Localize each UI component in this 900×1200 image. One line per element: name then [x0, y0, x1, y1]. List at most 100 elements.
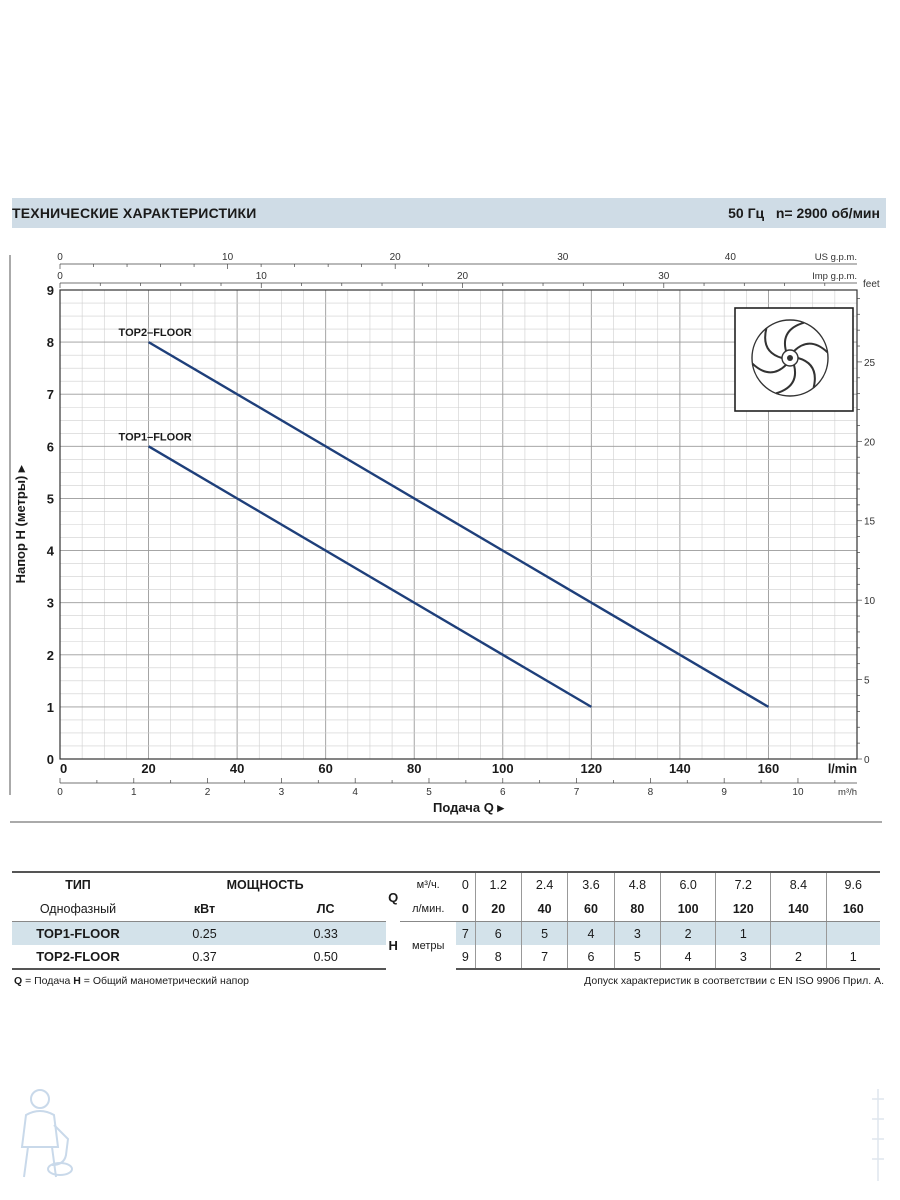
h-cell: 2	[770, 945, 826, 970]
y-tick-label: 4	[47, 544, 55, 559]
feet-tick-label: 0	[864, 755, 870, 766]
feet-tick-label: 20	[864, 437, 876, 448]
m3h-tick-label: 1	[131, 787, 137, 798]
unit-lmin: л/мин.	[400, 897, 457, 922]
h-cell: 4	[567, 921, 615, 945]
x-tick-label: 140	[669, 761, 691, 776]
spec-table: ТИП МОЩНОСТЬ Q м³/ч. 0 1.2 2.4 3.6 4.8 6…	[12, 871, 880, 970]
y-tick-label: 6	[47, 439, 54, 454]
m3h-tick-label: 0	[57, 787, 63, 798]
h-cell	[770, 921, 826, 945]
h-cell: 7	[520, 945, 568, 970]
us-gpm-tick-label: 10	[222, 252, 234, 263]
lmin-cell: 80	[613, 897, 661, 922]
plot-frame	[59, 289, 858, 760]
y-tick-label: 9	[47, 283, 54, 298]
h-cell: 1	[715, 921, 771, 945]
us-gpm-tick-label: 0	[57, 252, 63, 263]
imp-gpm-tick-label: 10	[256, 271, 268, 282]
legend-note: Q = Подача H = Общий манометрический нап…	[14, 975, 250, 987]
y-tick-label: 1	[47, 700, 54, 715]
feet-tick-label: 15	[864, 517, 876, 528]
lmin-cell: 120	[715, 897, 771, 922]
lmin-cell: 20	[474, 897, 522, 922]
h-cell: 5	[613, 945, 661, 970]
row-name: TOP1-FLOOR	[12, 921, 144, 945]
x-tick-label: 40	[230, 761, 244, 776]
x-tick-label: 20	[141, 761, 155, 776]
h-cell: 3	[715, 945, 771, 970]
m3h-tick-label: 6	[500, 787, 506, 798]
m3h-cell: 9.6	[825, 871, 880, 897]
h-cell: 7	[456, 921, 476, 945]
m3h-tick-label: 7	[574, 787, 580, 798]
x-tick-label: 100	[492, 761, 514, 776]
lmin-cell: 0	[456, 897, 476, 922]
h-cell: 5	[520, 921, 568, 945]
lmin-cell: 140	[770, 897, 826, 922]
y-tick-label: 0	[47, 752, 54, 767]
row-hp: 0.50	[265, 945, 387, 970]
h-label: H	[386, 921, 401, 969]
y-axis-title: Напор H (метры) ▸	[13, 464, 28, 583]
spec-banner: ТЕХНИЧЕСКИЕ ХАРАКТЕРИСТИКИ 50 Гц n= 2900…	[12, 198, 886, 228]
m3h-cell: 2.4	[520, 871, 568, 897]
spec-freq-speed: 50 Гц n= 2900 об/мин	[728, 205, 880, 221]
row-name: TOP2-FLOOR	[12, 945, 144, 970]
impeller-vane-icon	[797, 357, 816, 389]
m3h-tick-label: 8	[648, 787, 654, 798]
y-tick-label: 5	[47, 491, 54, 506]
tolerance-note: Допуск характеристик в соответствии с EN…	[584, 975, 884, 987]
x-tick-label: 160	[758, 761, 780, 776]
h-unit: метры	[400, 921, 457, 969]
impeller-shaft-icon	[787, 355, 793, 361]
h-cell: 1	[825, 945, 880, 970]
plumber-mascot-icon	[20, 1089, 73, 1178]
h-cell: 8	[474, 945, 522, 970]
lmin-cell: 40	[520, 897, 568, 922]
m3h-cell: 3.6	[567, 871, 615, 897]
us-gpm-unit-label: US g.p.m.	[815, 252, 857, 263]
y-tick-label: 2	[47, 648, 54, 663]
lmin-cell: 160	[825, 897, 880, 922]
col-hp: ЛС	[265, 897, 387, 922]
imp-gpm-tick-label: 30	[658, 271, 670, 282]
phase-label: Однофазный	[12, 897, 144, 922]
unit-m3h: м³/ч.	[400, 871, 457, 897]
feet-tick-label: 5	[864, 676, 870, 687]
imp-gpm-tick-label: 20	[457, 271, 469, 282]
h-cell: 2	[660, 921, 716, 945]
h-cell: 6	[474, 921, 522, 945]
feet-tick-label: 25	[864, 358, 876, 369]
series-line-2	[147, 445, 592, 708]
series-label-2: TOP1–FLOOR	[119, 431, 192, 443]
us-gpm-tick-label: 30	[557, 252, 569, 263]
m3h-tick-label: 9	[721, 787, 727, 798]
h-cell: 3	[613, 921, 661, 945]
m3h-cell: 4.8	[613, 871, 661, 897]
x-tick-label: 120	[580, 761, 602, 776]
m3h-tick-label: 3	[279, 787, 285, 798]
feet-unit-label: feet	[863, 279, 880, 290]
row-hp: 0.33	[265, 921, 387, 945]
impeller-vane-icon	[793, 342, 829, 354]
m3h-tick-label: 10	[792, 787, 804, 798]
m3h-tick-label: 4	[352, 787, 358, 798]
feet-tick-label: 10	[864, 596, 876, 607]
x-axis-title: Подача Q ▸	[433, 800, 505, 815]
h-cell: 9	[456, 945, 476, 970]
impeller-vane-icon	[751, 362, 787, 374]
impeller-outline-icon	[751, 319, 829, 397]
m3h-cell: 0	[456, 871, 476, 897]
m3h-tick-label: 5	[426, 787, 432, 798]
m3h-cell: 6.0	[660, 871, 716, 897]
x-tick-label: 80	[407, 761, 421, 776]
h-cell: 4	[660, 945, 716, 970]
y-tick-label: 3	[47, 596, 54, 611]
y-tick-label: 8	[47, 335, 54, 350]
lmin-cell: 60	[567, 897, 615, 922]
m3h-cell: 1.2	[474, 871, 522, 897]
imp-gpm-tick-label: 0	[57, 271, 63, 282]
imp-gpm-unit-label: Imp g.p.m.	[812, 271, 857, 282]
col-kw: кВт	[144, 897, 266, 922]
